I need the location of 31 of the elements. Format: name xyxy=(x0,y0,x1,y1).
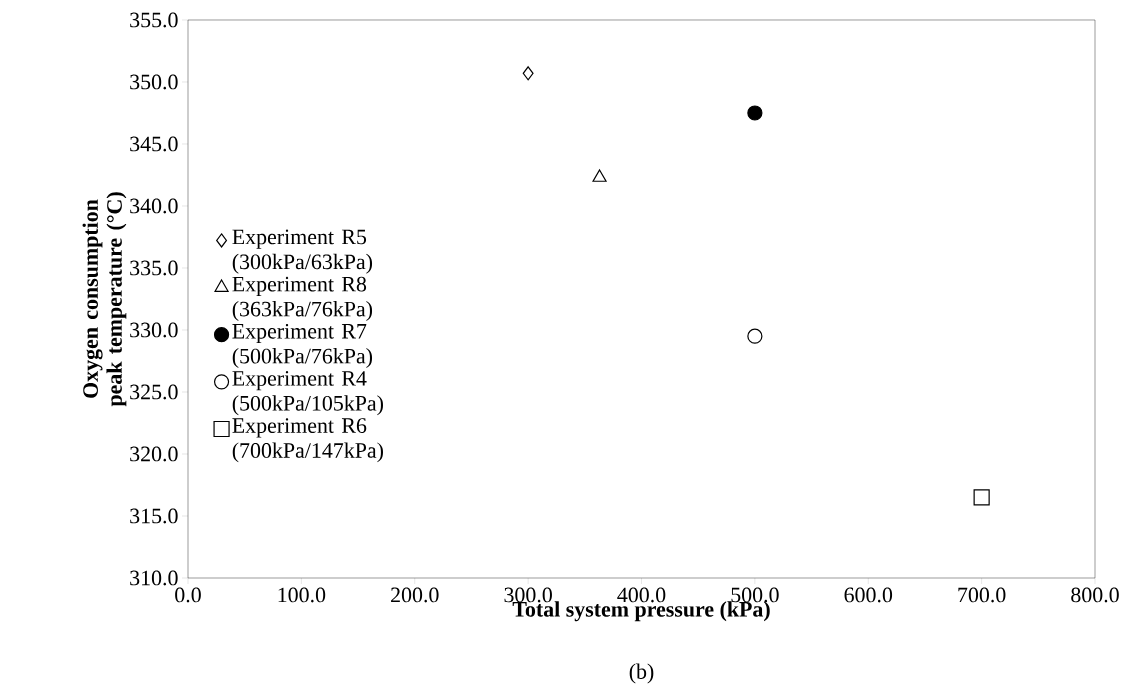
legend-label: Experiment R5 (300kPa/63kPa) xyxy=(232,229,373,274)
text: (b) xyxy=(629,663,654,684)
x-tick-label: 700.0 xyxy=(958,587,1006,603)
x-tick-label: 500.0 xyxy=(731,587,779,603)
x-tick-label: 0.0 xyxy=(175,587,201,603)
y-axis-title: Oxygen consumption peak temperature (°C) xyxy=(82,192,127,407)
y-tick-label: 355.0 xyxy=(130,12,178,28)
point xyxy=(522,66,534,81)
legend-label: Experiment R7 (500kPa/76kPa) xyxy=(232,323,373,368)
y-tick-label: 345.0 xyxy=(130,136,178,152)
y-tick-label: 315.0 xyxy=(130,508,178,524)
legend-label: Experiment R4 (500kPa/105kPa) xyxy=(232,371,383,416)
y-tick-label: 320.0 xyxy=(130,446,178,462)
y-tick-label: 310.0 xyxy=(130,570,178,586)
x-tick-label: 200.0 xyxy=(391,587,439,603)
legend-label: Experiment R6 (700kPa/147kPa) xyxy=(232,418,383,463)
y-tick-label: 350.0 xyxy=(130,74,178,90)
x-tick-label: 800.0 xyxy=(1071,587,1119,603)
point xyxy=(592,169,607,182)
point xyxy=(973,489,990,506)
y-tick-label: 340.0 xyxy=(130,198,178,214)
x-tick-label: 400.0 xyxy=(617,587,666,603)
point xyxy=(747,328,763,344)
x-tick-label: 100.0 xyxy=(278,587,326,603)
x-tick-label: 600.0 xyxy=(844,587,893,603)
legend-label: Experiment R8 (363kPa/76kPa) xyxy=(232,276,373,321)
y-tick-label: 335.0 xyxy=(130,260,178,276)
point xyxy=(747,105,763,121)
y-tick-label: 325.0 xyxy=(130,384,178,400)
y-tick-label: 330.0 xyxy=(130,322,178,338)
x-tick-label: 300.0 xyxy=(504,587,552,603)
